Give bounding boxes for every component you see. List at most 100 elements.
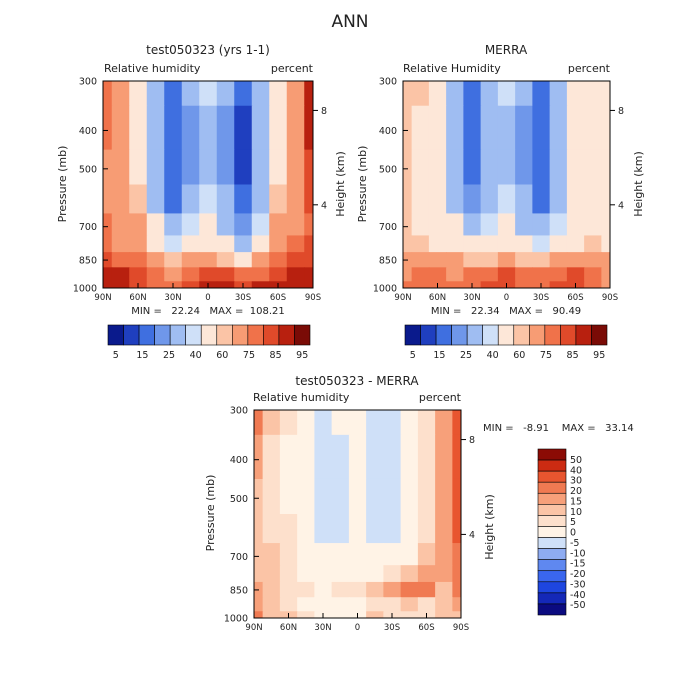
heatmap-cell	[262, 514, 281, 544]
heatmap-cell	[463, 149, 482, 186]
heatmap-cell	[584, 281, 602, 288]
heatmap-cell	[446, 149, 464, 186]
heatmap-cell	[601, 105, 610, 151]
heatmap-cell	[269, 252, 288, 268]
heatmap-cell	[146, 235, 165, 253]
colorbar-swatch	[537, 448, 567, 461]
heatmap-cell	[251, 252, 270, 268]
heatmap-cell	[348, 581, 367, 598]
heatmap-cell	[497, 81, 516, 107]
heatmap-cell	[164, 184, 183, 215]
heatmap-cell	[348, 478, 367, 515]
x-axis-ticks: 90N 60N 30N 0 30S 60S 90S	[245, 613, 469, 633]
heatmap-cell	[103, 235, 113, 253]
heatmap-cell	[199, 267, 218, 282]
heatmap-cell	[549, 235, 568, 253]
y-tick-label: 1000	[224, 614, 248, 625]
min-max-stats: MIN = -8.91 MAX = 33.14	[483, 423, 634, 434]
heatmap-cell	[251, 105, 270, 151]
heatmap-cell	[435, 581, 453, 598]
heatmap-cell	[279, 478, 298, 515]
heatmap-cell	[601, 81, 610, 107]
heatmap-cell	[435, 514, 453, 544]
heatmap-cell	[199, 213, 218, 237]
heatmap-cell	[417, 581, 436, 598]
y-right-tick-label: 4	[321, 200, 327, 211]
heatmap-cell	[532, 252, 551, 268]
heatmap-cell	[103, 213, 113, 237]
heatmap-cell	[216, 281, 235, 288]
colorbar-swatch	[200, 324, 218, 346]
colorbar-label: 40	[190, 350, 202, 361]
colorbar-swatch	[575, 324, 592, 346]
heatmap-cell	[297, 514, 315, 544]
colorbar-label: 5	[570, 517, 576, 528]
heatmap-cell	[314, 514, 333, 544]
heatmap-cell	[428, 149, 447, 186]
heatmap-cell	[146, 267, 165, 282]
heatmap-cell	[146, 213, 165, 237]
heatmap-cell	[480, 149, 499, 186]
x-tick-label: 30N	[463, 293, 480, 303]
x-tick-label: 30N	[164, 293, 181, 303]
heatmap-cell	[549, 213, 568, 237]
heatmap-cell	[452, 434, 461, 480]
colorbar-label: 10	[570, 507, 582, 518]
heatmap-cell	[400, 581, 419, 598]
heatmap-cell	[480, 105, 499, 151]
y-tick-label: 850	[379, 256, 397, 267]
heatmap-cell	[286, 184, 305, 215]
heatmap-cell	[428, 81, 447, 107]
heatmap-cell	[417, 434, 436, 480]
heatmap-cell	[279, 543, 298, 566]
heatmap-cell	[446, 281, 464, 288]
heatmap-cell	[566, 267, 585, 282]
heatmap-cell	[164, 235, 183, 253]
colorbar-swatch	[123, 324, 140, 346]
heatmap-cell	[234, 105, 253, 151]
colorbar-label: 50	[570, 455, 582, 466]
heatmap-cell	[584, 149, 602, 186]
colorbar-swatch	[537, 515, 567, 527]
heatmap-cell	[435, 478, 453, 515]
heatmap-cell	[254, 434, 264, 480]
heatmap-cell	[366, 611, 384, 618]
heatmap-cell	[446, 267, 464, 282]
colorbar-label: 60	[513, 350, 525, 361]
heatmap-cell	[480, 213, 499, 237]
heatmap-cell	[497, 184, 516, 215]
heatmap-cell	[304, 235, 313, 253]
heatmap-cell	[411, 235, 430, 253]
heatmap-cell	[216, 184, 235, 215]
colorbar-swatch	[537, 570, 567, 583]
heatmap-cell	[417, 543, 436, 566]
heatmap-cell	[254, 597, 264, 612]
heatmap-cell	[532, 149, 551, 186]
heatmap-cell	[251, 235, 270, 253]
x-tick-label: 90S	[305, 293, 321, 303]
heatmap-cell	[515, 149, 533, 186]
y-tick-label: 400	[79, 126, 97, 137]
heatmap-cell	[463, 235, 482, 253]
heatmap-cell	[566, 149, 585, 186]
colorbar-label: 75	[540, 350, 552, 361]
heatmap-cell	[129, 252, 148, 268]
heatmap-cell	[331, 565, 350, 583]
heatmap-cell	[417, 597, 436, 612]
heatmap-cell	[269, 235, 288, 253]
heatmap-cell	[549, 281, 568, 288]
heatmap-cell	[403, 235, 413, 253]
colorbar-swatch	[263, 324, 280, 346]
x-tick-label: 90N	[245, 623, 262, 633]
x-tick-label: 0	[504, 293, 509, 303]
x-axis-ticks: 90N 60N 30N 0 30S 60S 90S	[94, 283, 321, 303]
colorbar-swatch	[451, 324, 468, 346]
heatmap-cell	[314, 597, 333, 612]
heatmap-cell	[532, 267, 551, 282]
heatmap-cell	[164, 213, 183, 237]
y-tick-label: 400	[230, 455, 248, 466]
heatmap-cell	[254, 410, 264, 436]
y-tick-label: 700	[230, 552, 248, 563]
heatmap-cell	[584, 267, 602, 282]
